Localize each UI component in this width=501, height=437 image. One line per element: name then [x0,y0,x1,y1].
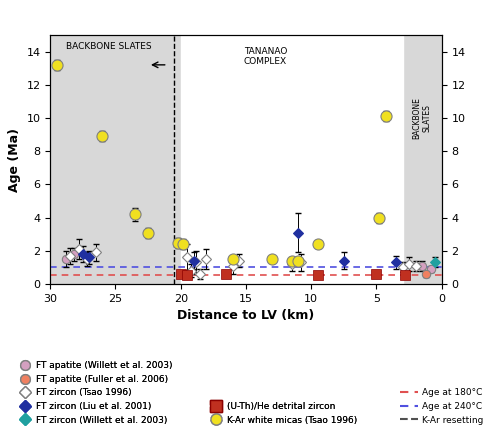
Bar [50,35,180,284]
X-axis label: Distance to LV (km): Distance to LV (km) [177,309,314,323]
Text: BACKBONE
SLATES: BACKBONE SLATES [412,97,431,139]
Bar [180,35,402,284]
Bar [402,35,441,284]
Text: BACKBONE SLATES: BACKBONE SLATES [66,42,151,51]
Legend: FT apatite (Willett et al. 2003), FT apatite (Fuller et al. 2006), FT zircon (Ts: FT apatite (Willett et al. 2003), FT apa… [15,358,176,428]
Text: TANANAO
COMPLEX: TANANAO COMPLEX [243,47,287,66]
Legend: (U-Th)/He detrital zircon, K-Ar white micas (Tsao 1996): (U-Th)/He detrital zircon, K-Ar white mi… [205,399,360,428]
Y-axis label: Age (Ma): Age (Ma) [8,128,21,191]
Legend: Age at 180°C, Age at 240°C, K-Ar resetting: Age at 180°C, Age at 240°C, K-Ar resetti… [395,385,486,428]
